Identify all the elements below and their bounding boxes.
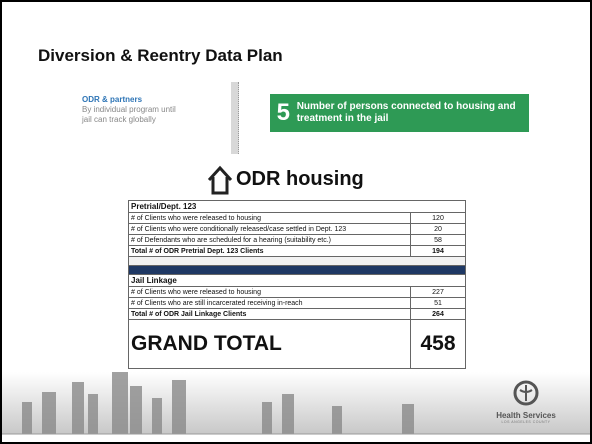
slide-title: Diversion & Reentry Data Plan xyxy=(38,46,283,65)
group-header: Jail Linkage xyxy=(128,274,466,287)
spacer-row xyxy=(128,256,466,266)
note-line: jail can track globally xyxy=(82,115,156,124)
section-title: ODR housing xyxy=(236,168,364,190)
total-value: 264 xyxy=(410,308,466,320)
housing-table: Pretrial/Dept. 123 # of Clients who were… xyxy=(128,200,466,369)
callout-number: 5 xyxy=(276,99,291,126)
row-value: 20 xyxy=(410,223,466,235)
logo: Health Services LOS ANGELES COUNTY xyxy=(494,380,558,424)
row-label: # of Clients who were conditionally rele… xyxy=(128,223,411,235)
row-value: 227 xyxy=(410,286,466,298)
row-label: # of Clients who were released to housin… xyxy=(128,212,411,224)
note-title: ODR & partners xyxy=(82,95,143,104)
divider-row xyxy=(128,265,466,275)
skyline xyxy=(2,372,590,435)
note: ODR & partners By individual program unt… xyxy=(82,95,176,125)
callout-text: Number of persons connected to housing a… xyxy=(296,101,516,124)
logo-text: Health Services xyxy=(496,411,556,420)
row-value: 58 xyxy=(410,234,466,246)
row-label: # of Clients who were released to housin… xyxy=(128,286,411,298)
row-value: 120 xyxy=(410,212,466,224)
total-label: Total # of ODR Pretrial Dept. 123 Client… xyxy=(128,245,411,257)
callout: 5 Number of persons connected to housing… xyxy=(270,94,529,132)
row-label: # of Clients who are still incarcerated … xyxy=(128,297,411,309)
note-line: By individual program until xyxy=(82,105,176,114)
divider xyxy=(231,82,239,154)
group-header: Pretrial/Dept. 123 xyxy=(128,200,466,213)
grand-total-label: GRAND TOTAL xyxy=(128,319,411,369)
house-icon xyxy=(207,165,233,195)
total-value: 194 xyxy=(410,245,466,257)
logo-icon xyxy=(513,380,539,406)
total-label: Total # of ODR Jail Linkage Clients xyxy=(128,308,411,320)
grand-total-value: 458 xyxy=(410,319,466,369)
row-label: # of Defendants who are scheduled for a … xyxy=(128,234,411,246)
row-value: 51 xyxy=(410,297,466,309)
logo-subtext: LOS ANGELES COUNTY xyxy=(501,420,551,424)
